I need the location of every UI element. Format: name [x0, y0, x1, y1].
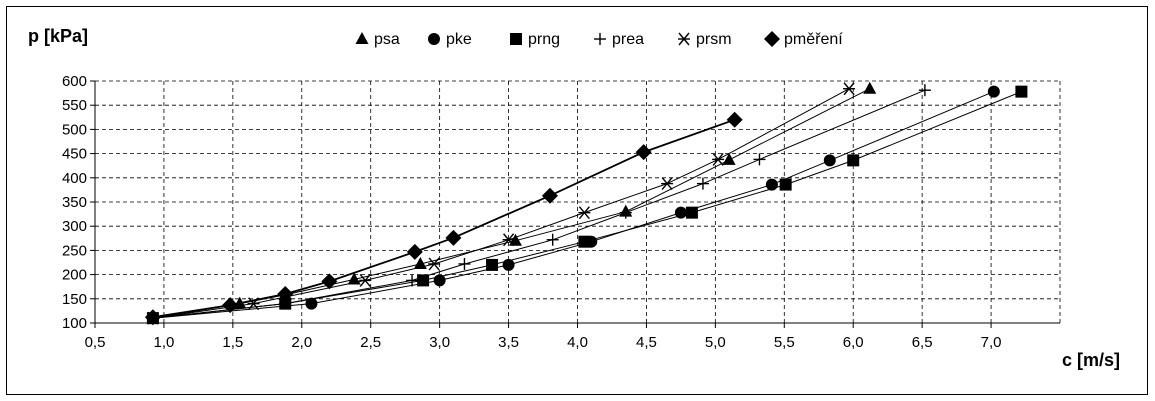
- data-point-square: [685, 206, 698, 219]
- y-tick-label: 100: [62, 315, 87, 332]
- x-tick-label: 0,5: [85, 334, 106, 351]
- data-point-triangle: [413, 256, 427, 269]
- legend-marker-triangle: [355, 32, 369, 44]
- y-tick-label: 250: [62, 242, 87, 259]
- x-tick-label: 5,5: [774, 334, 795, 351]
- data-point-diamond: [144, 309, 161, 326]
- data-point-square: [779, 178, 792, 191]
- data-point-plus: [406, 274, 419, 287]
- data-point-square: [417, 274, 430, 287]
- data-point-diamond: [406, 243, 423, 260]
- series-line-5: [152, 88, 850, 319]
- axes: 0,5 1,0 1,5 2,0 2,5 3,0 3,5 4,0 4,5 5,0 5,5 6,0 6,5 7…: [62, 73, 1060, 351]
- y-tick-label: 350: [62, 194, 87, 211]
- y-tick-label: 450: [62, 146, 87, 163]
- y-tick-label: 500: [62, 121, 87, 138]
- legend-marker-square: [510, 33, 522, 45]
- legend-marker-circle: [428, 33, 440, 45]
- data-point-square: [578, 235, 591, 248]
- series-line-3: [152, 91, 1022, 319]
- legend-label: pměření: [784, 31, 843, 48]
- x-tick-label: 4,5: [636, 334, 657, 351]
- legend-label: prng: [528, 31, 560, 48]
- data-point-circle: [305, 297, 318, 310]
- y-axis-label: p [kPa]: [28, 26, 88, 46]
- x-axis-label: c [m/s]: [1062, 350, 1120, 370]
- data-point-circle: [674, 206, 687, 219]
- x-tick-label: 1,5: [222, 334, 243, 351]
- data-point-triangle: [508, 233, 522, 246]
- data-point-circle: [823, 154, 836, 167]
- data-point-circle: [987, 85, 1000, 98]
- x-tick-label: 3,0: [429, 334, 450, 351]
- data-point-diamond: [277, 285, 294, 302]
- data-point-diamond: [635, 144, 652, 161]
- data-point-triangle: [722, 152, 736, 165]
- x-tick-label: 4,0: [567, 334, 588, 351]
- data-point-plus: [458, 257, 471, 270]
- data-point-plus: [696, 177, 709, 190]
- x-tick-label: 3,5: [498, 334, 519, 351]
- data-point-diamond: [541, 187, 558, 204]
- series-lines: [152, 88, 1022, 319]
- legend-marker-diamond: [764, 31, 780, 47]
- legend-label: prea: [612, 31, 644, 48]
- data-point-asterisk: [428, 257, 441, 271]
- y-tick-label: 400: [62, 170, 87, 187]
- data-point-circle: [502, 258, 515, 271]
- series-line-4: [152, 89, 926, 319]
- x-tick-label: 7,0: [981, 334, 1002, 351]
- legend-marker-plus: [594, 33, 606, 45]
- data-point-asterisk: [843, 82, 856, 96]
- chart-frame: [6, 6, 1148, 395]
- data-point-asterisk: [247, 297, 260, 311]
- y-tick-label: 600: [62, 73, 87, 90]
- data-point-diamond: [445, 229, 462, 246]
- data-point-circle: [765, 178, 778, 191]
- data-point-diamond: [222, 297, 239, 314]
- legend: psa pke prng prea prsm pměření: [355, 31, 843, 48]
- data-point-asterisk: [661, 177, 674, 191]
- x-tick-label: 1,0: [153, 334, 174, 351]
- data-point-square: [847, 154, 860, 167]
- data-point-asterisk: [712, 152, 725, 166]
- data-point-asterisk: [502, 233, 515, 247]
- data-point-asterisk: [578, 206, 591, 220]
- x-tick-label: 2,5: [360, 334, 381, 351]
- data-point-plus: [918, 84, 931, 97]
- data-point-square: [1015, 85, 1028, 98]
- data-point-triangle: [863, 81, 877, 94]
- grid: [95, 80, 1061, 323]
- y-tick-label: 300: [62, 218, 87, 235]
- legend-label: psa: [374, 31, 400, 48]
- x-tick-label: 5,0: [705, 334, 726, 351]
- data-point-plus: [753, 153, 766, 166]
- data-point-diamond: [726, 111, 743, 128]
- series-line-2: [152, 91, 994, 319]
- series-markers: [144, 81, 1028, 326]
- y-tick-label: 200: [62, 267, 87, 284]
- data-point-square: [486, 258, 499, 271]
- x-tick-label: 2,0: [291, 334, 312, 351]
- x-tick-label: 6,0: [843, 334, 864, 351]
- data-point-diamond: [321, 273, 338, 290]
- legend-label: pke: [446, 31, 472, 48]
- data-point-circle: [433, 274, 446, 287]
- legend-marker-asterisk: [678, 32, 690, 46]
- x-tick-label: 6,5: [912, 334, 933, 351]
- data-point-asterisk: [359, 273, 372, 287]
- series-line-1: [152, 88, 871, 319]
- data-point-triangle: [347, 272, 361, 285]
- data-point-plus: [619, 206, 632, 219]
- y-tick-label: 550: [62, 97, 87, 114]
- legend-label: prsm: [696, 31, 732, 48]
- y-tick-label: 150: [62, 291, 87, 308]
- data-point-plus: [546, 233, 559, 246]
